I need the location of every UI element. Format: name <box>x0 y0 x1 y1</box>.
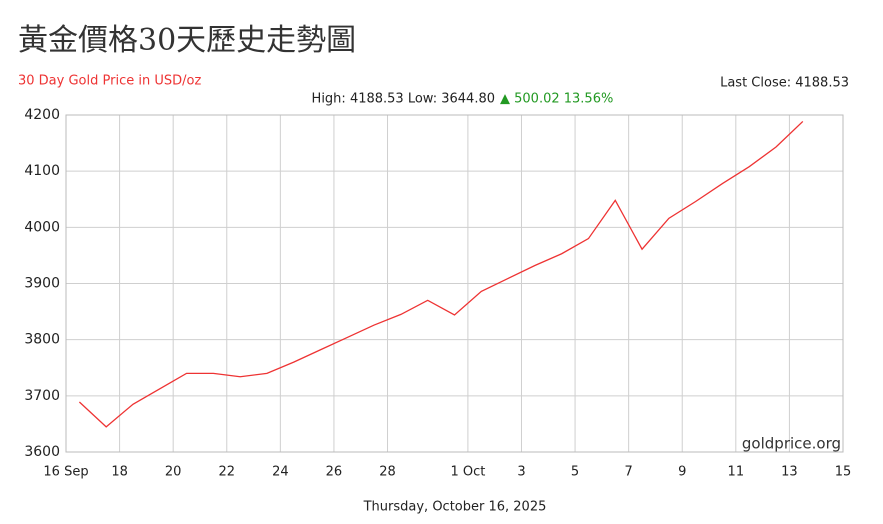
y-tick-label: 4200 <box>24 107 60 123</box>
y-tick-label: 3700 <box>24 388 60 404</box>
x-tick-label: 15 <box>835 465 852 480</box>
x-tick-label: 24 <box>272 465 289 480</box>
x-tick-label: 18 <box>111 465 128 480</box>
chart-title: 黃金價格30天歷史走勢圖 <box>18 23 356 58</box>
price-line <box>78 120 804 428</box>
x-tick-label: 22 <box>218 465 235 480</box>
x-tick-label: 5 <box>571 465 579 480</box>
y-tick-label: 4000 <box>24 219 60 235</box>
x-tick-label: 16 Sep <box>43 465 88 480</box>
x-tick-label: 9 <box>678 465 686 480</box>
x-tick-label: 28 <box>379 465 396 480</box>
x-tick-label: 3 <box>517 465 525 480</box>
x-tick-label: 7 <box>625 465 633 480</box>
x-tick-label: 1 Oct <box>450 465 485 480</box>
plot-frame <box>65 114 844 453</box>
chart-subtitle: 30 Day Gold Price in USD/oz <box>18 74 201 89</box>
x-tick-label: 20 <box>165 465 182 480</box>
y-tick-label: 3800 <box>24 332 60 348</box>
watermark: goldprice.org <box>742 435 841 453</box>
y-tick-label: 3600 <box>24 444 60 460</box>
x-tick-label: 13 <box>781 465 798 480</box>
last-close: Last Close: 4188.53 <box>720 76 849 91</box>
y-tick-label: 3900 <box>24 276 60 292</box>
y-tick-label: 4100 <box>24 163 60 179</box>
x-tick-label: 26 <box>326 465 343 480</box>
change: ▲ 500.02 13.56% <box>500 92 613 107</box>
footer: Thursday, October 16, 2025 <box>363 500 547 515</box>
stats: High: 4188.53 Low: 3644.80 <box>312 92 495 107</box>
x-tick-label: 11 <box>728 465 745 480</box>
